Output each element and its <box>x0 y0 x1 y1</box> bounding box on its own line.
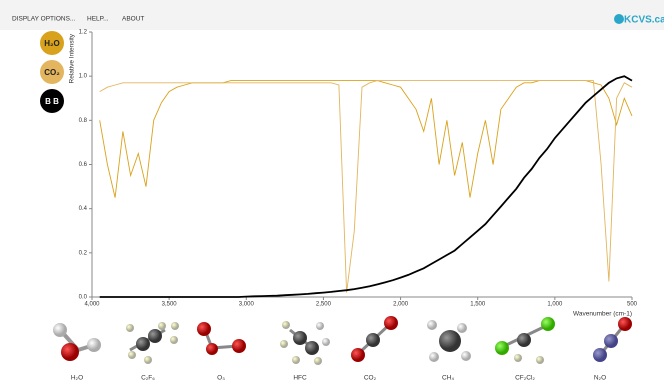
y-tick-label: 0.6 <box>79 162 88 168</box>
x-axis-label: Wavenumber (cm-1) <box>573 311 632 318</box>
molecule-label[interactable]: C₂F₆ <box>141 375 155 382</box>
x-tick-label: 500 <box>627 302 638 308</box>
menu-item[interactable]: DISPLAY OPTIONS... <box>12 16 76 23</box>
toggle-label[interactable]: H₂O <box>44 39 60 48</box>
x-tick-label: 1,500 <box>470 302 486 308</box>
series-line <box>100 81 632 198</box>
y-tick-label: 0.2 <box>79 250 88 256</box>
page: {"menu": ["DISPLAY OPTIONS...", "HELP...… <box>0 0 664 383</box>
molecules <box>53 316 632 365</box>
toggle-label[interactable]: CO₂ <box>44 68 60 77</box>
y-tick-label: 0.8 <box>79 118 88 124</box>
y-tick-label: 0.0 <box>79 295 88 301</box>
body: DISPLAY OPTIONS... HELP... ABOUT KCVS.ca… <box>0 0 664 383</box>
molecule-label[interactable]: CH₄ <box>442 375 454 382</box>
menu-item[interactable]: ABOUT <box>122 16 144 23</box>
app: DISPLAY OPTIONS... HELP... ABOUT KCVS.ca… <box>0 0 664 383</box>
x-tick-label: 4,000 <box>84 302 100 308</box>
x-tick-label: 3,500 <box>162 302 178 308</box>
molecule-label[interactable]: O₃ <box>217 375 225 382</box>
molecule-label[interactable]: N₂O <box>594 375 606 382</box>
y-tick-label: 1.0 <box>79 74 88 80</box>
molecule-label[interactable]: CO₂ <box>364 375 377 382</box>
y-axis-label: Relative Intensity <box>69 33 76 83</box>
x-tick-label: 2,500 <box>316 302 332 308</box>
x-tick-label: 2,000 <box>393 302 409 308</box>
y-tick-label: 1.2 <box>79 30 88 36</box>
molecule-label[interactable]: CF₂Cl₂ <box>515 375 535 382</box>
x-tick-label: 3,000 <box>239 302 255 308</box>
toggle-label[interactable]: B B <box>45 97 59 106</box>
molecule-label[interactable]: H₂O <box>71 375 83 382</box>
series-line <box>100 76 632 297</box>
menu-item[interactable]: HELP... <box>87 16 109 23</box>
y-tick-label: 0.4 <box>79 206 88 212</box>
series-line <box>100 81 632 293</box>
molecule-label[interactable]: HFC <box>293 375 307 382</box>
logo[interactable]: KCVS.ca <box>624 15 664 26</box>
x-tick-label: 1,000 <box>547 302 563 308</box>
logo-icon <box>614 14 624 24</box>
